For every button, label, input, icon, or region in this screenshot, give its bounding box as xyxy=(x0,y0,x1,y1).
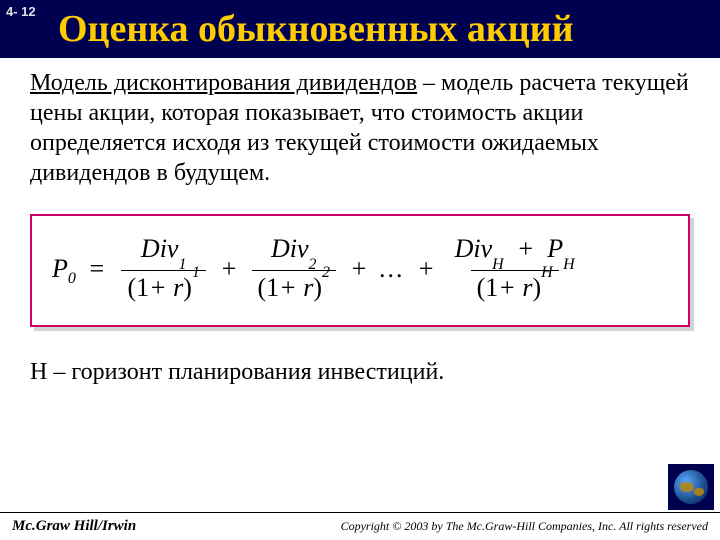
lhs-sub: 0 xyxy=(68,270,76,288)
fracH-close: ) xyxy=(532,273,541,302)
fracH-sub2: H xyxy=(563,256,575,273)
frac2-open: (1 xyxy=(258,273,280,302)
frac2-num-sub: 2 xyxy=(309,256,317,273)
globe-logo xyxy=(668,464,714,510)
frac2-var: r xyxy=(303,273,313,302)
slide-footer: Mc.Graw Hill/Irwin Copyright © 2003 by T… xyxy=(0,512,720,540)
fracH-den: (1+ r)H xyxy=(471,270,559,303)
publisher-text: Mc.Graw Hill/Irwin xyxy=(12,518,136,535)
fraction-last: DivH + PH (1+ r)H xyxy=(449,234,581,303)
frac2-num: Div2 xyxy=(265,234,323,270)
fracH-dplus: + xyxy=(498,273,516,302)
fracH-var1: Div xyxy=(455,234,493,263)
page-number: 4- 12 xyxy=(6,4,36,19)
frac1-sup: 1 xyxy=(192,264,200,281)
frac2-sup: 2 xyxy=(322,264,330,281)
frac2-den: (1+ r)2 xyxy=(252,270,337,303)
slide-title: Оценка обыкновенных акций xyxy=(58,7,573,51)
frac1-var: r xyxy=(173,273,183,302)
fracH-sub1: H xyxy=(492,256,504,273)
frac1-close: ) xyxy=(183,273,192,302)
fracH-sup: H xyxy=(541,264,553,281)
fracH-dvar: r xyxy=(522,273,532,302)
horizon-note: H – горизонт планирования инвестиций. xyxy=(0,337,720,386)
frac1-den: (1+ r)1 xyxy=(121,270,206,303)
fracH-num: DivH + PH xyxy=(449,234,581,270)
frac1-num-var: Div xyxy=(141,234,179,263)
plus-3: + xyxy=(417,254,435,284)
frac1-open: (1 xyxy=(127,273,149,302)
definition-paragraph: Модель дисконтирования дивидендов – моде… xyxy=(0,58,720,196)
term-underlined: Модель дисконтирования дивидендов xyxy=(30,70,417,96)
frac2-close: ) xyxy=(313,273,322,302)
copyright-text: Copyright © 2003 by The Mc.Graw-Hill Com… xyxy=(341,519,708,534)
plus-2: + xyxy=(350,254,368,284)
frac2-num-var: Div xyxy=(271,234,309,263)
slide-header: Оценка обыкновенных акций xyxy=(0,0,720,58)
frac1-plus: + xyxy=(149,273,167,302)
equals-sign: = xyxy=(88,254,106,284)
frac2-plus: + xyxy=(279,273,297,302)
fraction-2: Div2 (1+ r)2 xyxy=(252,234,337,303)
globe-icon xyxy=(674,470,708,504)
formula-lhs: P0 xyxy=(52,254,76,284)
frac1-num: Div1 xyxy=(135,234,193,270)
lhs-var: P xyxy=(52,254,68,284)
fracH-var2: P xyxy=(547,234,563,263)
plus-1: + xyxy=(220,254,238,284)
ddm-formula: P0 = Div1 (1+ r)1 + Div2 (1+ r)2 +...+ D… xyxy=(52,234,668,303)
fracH-open: (1 xyxy=(477,273,499,302)
fracH-plus: + xyxy=(517,234,535,263)
fraction-1: Div1 (1+ r)1 xyxy=(121,234,206,303)
ellipsis: ... xyxy=(380,254,406,284)
formula-box: P0 = Div1 (1+ r)1 + Div2 (1+ r)2 +...+ D… xyxy=(30,214,690,327)
frac1-num-sub: 1 xyxy=(178,256,186,273)
